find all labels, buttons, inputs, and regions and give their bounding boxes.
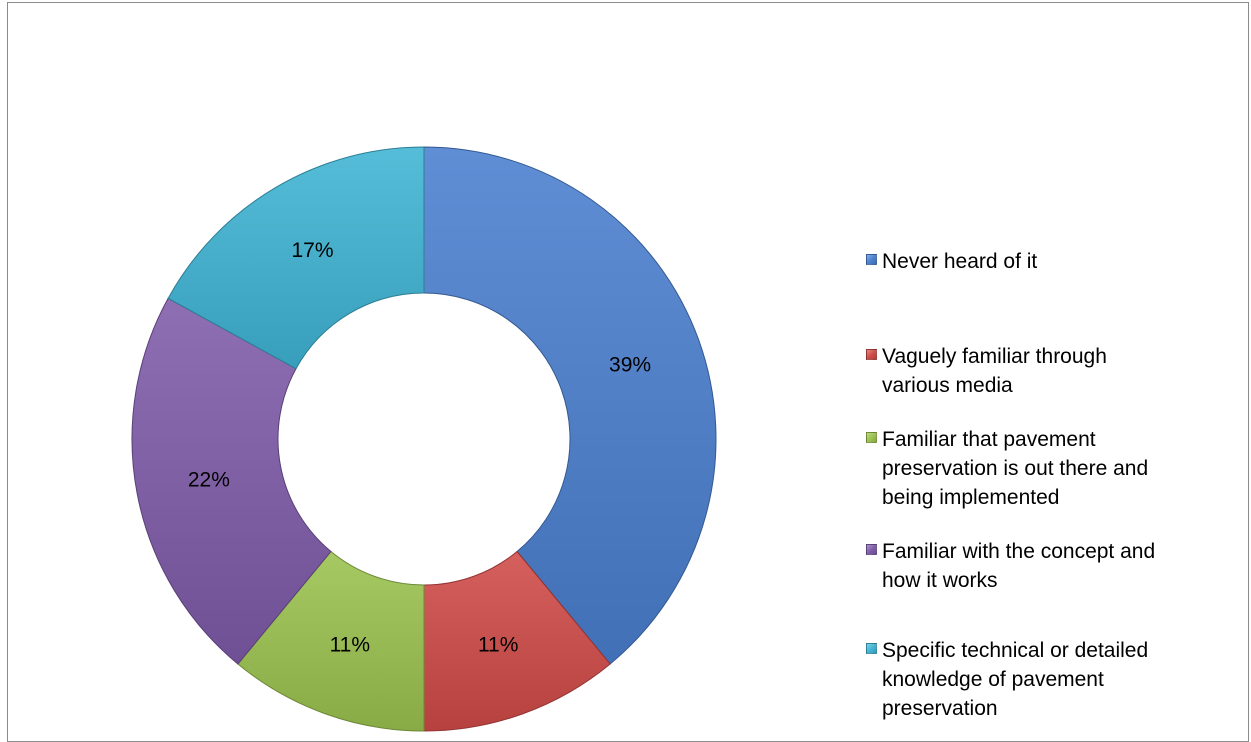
legend-item-familiar-concept: Familiar with the concept and how it wor… xyxy=(866,537,1241,595)
slice-data-label: 17% xyxy=(292,239,334,262)
legend-swatch xyxy=(866,643,877,654)
legend-label: Familiar that pavement preservation is o… xyxy=(882,428,1149,509)
legend-item-vaguely-familiar: Vaguely familiar through various media xyxy=(866,342,1241,400)
legend-label: Familiar with the concept and how it wor… xyxy=(882,540,1156,592)
legend-label: Vaguely familiar through various media xyxy=(882,345,1107,397)
legend-item-never-heard: Never heard of it xyxy=(866,247,1241,276)
donut-slices xyxy=(131,146,717,732)
legend-item-familiar-implemented: Familiar that pavement preservation is o… xyxy=(866,425,1241,512)
legend-swatch xyxy=(866,544,877,555)
donut-chart: 39% 11% 11% 22% 17% xyxy=(131,146,717,732)
slice-technical-knowledge xyxy=(167,146,425,370)
legend-label: Never heard of it xyxy=(882,250,1038,273)
legend-item-technical-knowledge: Specific technical or detailed knowledge… xyxy=(866,636,1241,723)
slice-familiar-concept xyxy=(131,297,332,665)
slice-data-label: 11% xyxy=(330,634,370,657)
legend-swatch xyxy=(866,254,877,265)
slice-data-label: 22% xyxy=(188,469,230,492)
legend-swatch xyxy=(866,349,877,360)
legend-label: Specific technical or detailed knowledge… xyxy=(882,639,1149,720)
legend-swatch xyxy=(866,432,877,443)
slice-labels: 39% 11% 11% 22% 17% xyxy=(188,239,651,657)
slice-never-heard xyxy=(423,146,717,665)
slice-data-label: 39% xyxy=(609,353,651,376)
slice-data-label: 11% xyxy=(478,634,518,657)
